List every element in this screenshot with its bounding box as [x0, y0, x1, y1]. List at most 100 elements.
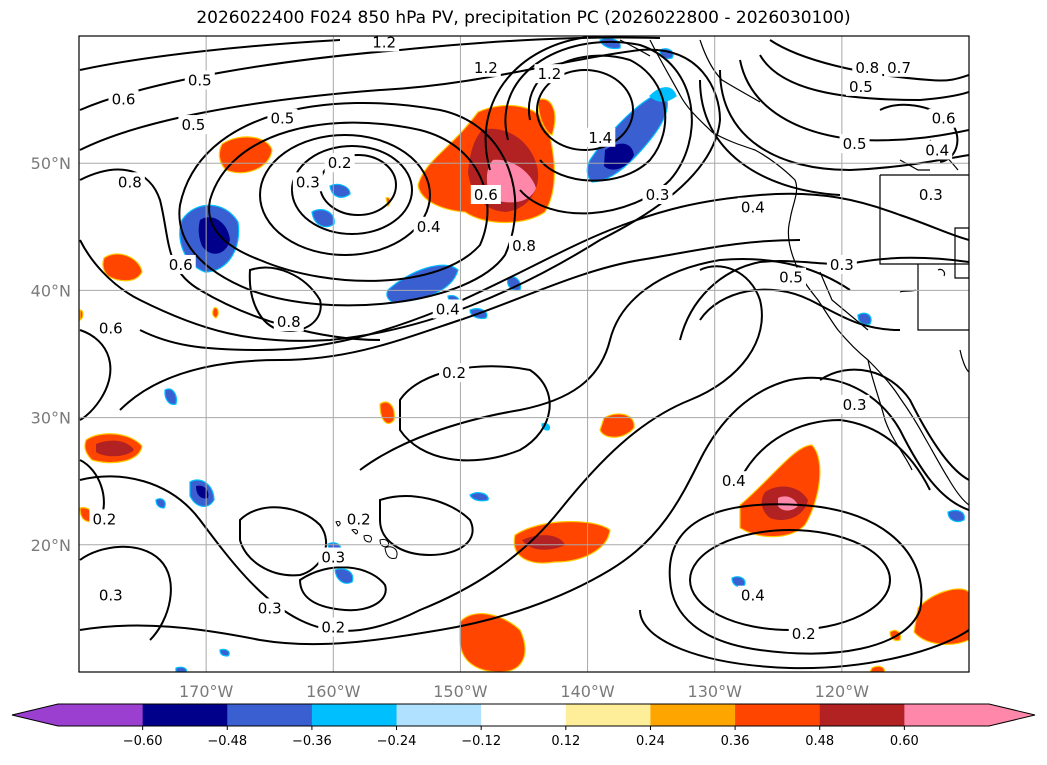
contour-label: 0.5 — [270, 110, 294, 128]
contour-label: 0.3 — [321, 549, 345, 567]
colorbar-outline — [11, 703, 1036, 727]
colorbar-bin — [819, 704, 905, 726]
contour-label: 0.8 — [118, 173, 142, 191]
colorbar-bin — [396, 704, 482, 726]
contour-label-bg — [254, 598, 285, 618]
colorbar-extend-low — [12, 704, 58, 726]
contour-label-bg — [273, 312, 304, 332]
latitude-labels: 20°N 30°N 40°N 50°N — [31, 154, 71, 555]
contour-label-bg — [718, 471, 749, 491]
colorbar-bin — [311, 704, 398, 726]
lon-tick-label: 120°W — [815, 682, 870, 701]
coastline — [619, 39, 969, 506]
colorbar-tick-label: 0.12 — [551, 734, 580, 749]
lon-tick-label: 130°W — [688, 682, 743, 701]
contour-label-bg — [89, 509, 120, 529]
colorbar-bin — [650, 704, 736, 726]
contour-label-bg — [95, 318, 126, 338]
colorbar-bin — [142, 704, 228, 726]
contour-label: 0.3 — [646, 186, 670, 204]
contour-label-bg — [324, 153, 355, 173]
colorbar-tick-label: −0.24 — [377, 734, 417, 749]
contour-label-bg — [369, 32, 400, 52]
colorbar-extend-high — [989, 704, 1035, 726]
contour-label: 0.6 — [932, 110, 956, 128]
contour-label-bg — [318, 547, 349, 567]
contour-label-bg — [114, 172, 145, 192]
contour-label-bg — [439, 363, 470, 383]
colorbar-bin — [58, 704, 144, 726]
contour-label: 0.2 — [792, 625, 816, 643]
contour-label: 0.3 — [919, 186, 943, 204]
contour-label-bg — [852, 57, 883, 77]
contour-label-bg — [737, 197, 768, 217]
contour-label: 0.4 — [925, 141, 949, 159]
contour-label: 0.5 — [779, 269, 803, 287]
contour-label: 0.7 — [887, 59, 911, 77]
contour-label-bg — [922, 140, 953, 160]
lat-tick-label: 50°N — [31, 154, 71, 173]
lat-tick-label: 40°N — [31, 281, 71, 300]
contour-label-bg — [788, 623, 819, 643]
contour-label: 0.6 — [474, 186, 498, 204]
lat-tick-label: 20°N — [31, 536, 71, 555]
colorbar-tick-label: −0.48 — [207, 734, 247, 749]
contour-label: 0.8 — [277, 313, 301, 331]
contour-label-bg — [845, 76, 876, 96]
colorbar-tick-label: 0.24 — [636, 734, 665, 749]
contour-label-bg — [470, 185, 501, 204]
map-frame — [78, 35, 970, 673]
contour-label: 0.8 — [855, 59, 879, 77]
contour-label: 0.4 — [741, 587, 765, 605]
colorbar-labels: −0.60 −0.48 −0.36 −0.24 −0.12 0.12 0.24 0.36 0.4… — [123, 734, 919, 749]
contour-label: 0.5 — [181, 116, 205, 134]
lat-tick-label: 30°N — [31, 409, 71, 428]
contour-label: 0.5 — [188, 72, 212, 90]
contour-label-bg — [432, 299, 463, 319]
contour-label: 0.8 — [512, 237, 536, 255]
contour-label-bg — [509, 235, 539, 255]
colorbar-bin — [565, 704, 651, 726]
lon-tick-label: 160°W — [306, 682, 361, 701]
contour-label: 0.4 — [741, 199, 765, 217]
contour-label: 0.3 — [99, 587, 123, 605]
contour-label-bg — [318, 617, 349, 637]
lon-tick-label: 140°W — [560, 682, 615, 701]
map-title: 2026022400 F024 850 hPa PV, precipitatio… — [196, 8, 851, 28]
colorbar-tick-label: −0.36 — [292, 734, 332, 749]
contour-labels: 0.60.80.5 0.50.20.30.40.60.81.21.41.20.80… — [89, 32, 959, 643]
contour-label: 0.5 — [849, 78, 873, 96]
contour-label: 0.3 — [830, 256, 854, 274]
contour-label-bg — [642, 185, 673, 204]
contour-label-bg — [534, 64, 565, 84]
contour-label: 0.3 — [296, 173, 320, 191]
colorbar-tick-label: 0.48 — [805, 734, 834, 749]
contour-label: 0.4 — [417, 218, 441, 236]
contour-label-bg — [184, 70, 215, 90]
colorbar-tick-label: −0.12 — [461, 734, 501, 749]
contour-label: 1.2 — [372, 33, 396, 51]
colorbar-bin — [735, 704, 821, 726]
contour-label-bg — [470, 57, 501, 77]
contour-label: 0.6 — [99, 320, 123, 338]
contour-label-bg — [108, 89, 139, 109]
contour-label: 1.2 — [537, 65, 561, 83]
pv-contours — [79, 36, 969, 670]
contour-label-bg — [165, 254, 196, 274]
contour-label-bg — [915, 185, 946, 204]
contour-label: 0.5 — [843, 135, 867, 153]
contour-label: 0.2 — [321, 618, 345, 636]
colorbar-tick-label: 0.36 — [721, 734, 750, 749]
longitude-labels: 170°W 160°W 150°W 140°W 130°W 120°W — [179, 682, 869, 701]
contour-label: 0.3 — [843, 396, 867, 414]
contour-label: 0.2 — [442, 364, 466, 382]
contour-label-bg — [178, 115, 209, 135]
contour-label-bg — [95, 585, 126, 605]
contour-label-bg — [839, 134, 870, 154]
contour-label: 0.2 — [92, 510, 116, 528]
contour-label-bg — [413, 216, 444, 236]
contour-label: 0.3 — [258, 599, 282, 617]
contour-label-bg — [343, 509, 374, 529]
contour-label: 0.6 — [169, 256, 193, 274]
